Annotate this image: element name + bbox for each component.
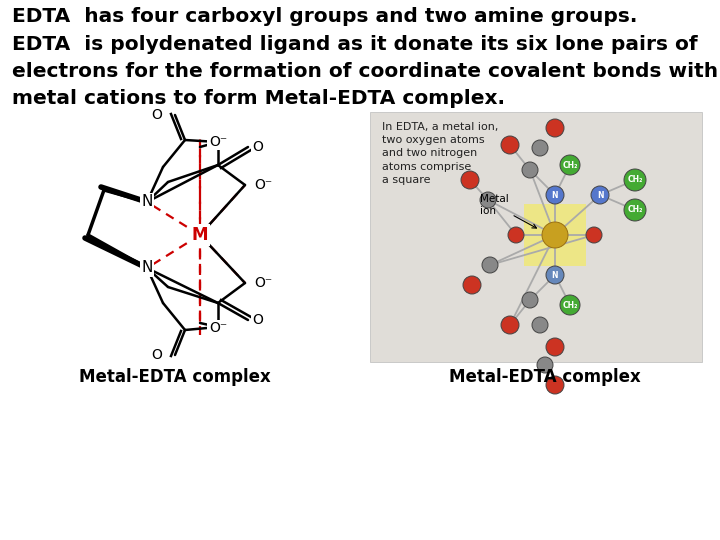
Text: CH₂: CH₂	[627, 206, 643, 214]
Circle shape	[546, 119, 564, 137]
Circle shape	[508, 227, 524, 243]
Text: O: O	[253, 140, 264, 154]
Text: O: O	[152, 348, 163, 362]
Text: CH₂: CH₂	[562, 300, 577, 309]
FancyBboxPatch shape	[370, 112, 702, 362]
Circle shape	[546, 186, 564, 204]
Text: Metal-EDTA complex: Metal-EDTA complex	[79, 368, 271, 386]
Circle shape	[586, 227, 602, 243]
Text: O⁻: O⁻	[254, 178, 272, 192]
Circle shape	[624, 169, 646, 191]
Circle shape	[532, 317, 548, 333]
Circle shape	[482, 257, 498, 273]
Circle shape	[532, 140, 548, 156]
Text: O⁻: O⁻	[254, 276, 272, 290]
Circle shape	[546, 266, 564, 284]
Text: CH₂: CH₂	[562, 160, 577, 170]
Circle shape	[546, 376, 564, 394]
Circle shape	[560, 155, 580, 175]
Circle shape	[591, 186, 609, 204]
Text: N: N	[141, 260, 153, 275]
Circle shape	[501, 136, 519, 154]
Circle shape	[463, 276, 481, 294]
Circle shape	[624, 199, 646, 221]
Circle shape	[542, 222, 568, 248]
Circle shape	[480, 192, 496, 208]
Circle shape	[522, 162, 538, 178]
Text: In EDTA, a metal ion,
two oxygen atoms
and two nitrogen
atoms comprise
a square: In EDTA, a metal ion, two oxygen atoms a…	[382, 122, 498, 185]
Text: electrons for the formation of coordinate covalent bonds with: electrons for the formation of coordinat…	[12, 62, 718, 81]
Text: O⁻: O⁻	[209, 135, 227, 149]
Text: O: O	[253, 313, 264, 327]
Text: EDTA  is polydenated ligand as it donate its six lone pairs of: EDTA is polydenated ligand as it donate …	[12, 35, 698, 54]
Circle shape	[560, 295, 580, 315]
Circle shape	[522, 292, 538, 308]
Text: O⁻: O⁻	[209, 321, 227, 335]
Circle shape	[501, 316, 519, 334]
Text: Metal-EDTA complex: Metal-EDTA complex	[449, 368, 641, 386]
Text: N: N	[552, 271, 558, 280]
Text: M: M	[192, 226, 208, 244]
Text: metal cations to form Metal-EDTA complex.: metal cations to form Metal-EDTA complex…	[12, 89, 505, 108]
Text: Metal
ion: Metal ion	[480, 194, 536, 228]
Circle shape	[461, 171, 479, 189]
FancyBboxPatch shape	[524, 204, 586, 266]
Circle shape	[546, 338, 564, 356]
Circle shape	[537, 357, 553, 373]
Text: N: N	[552, 191, 558, 199]
Text: O: O	[152, 108, 163, 122]
Text: EDTA  has four carboxyl groups and two amine groups.: EDTA has four carboxyl groups and two am…	[12, 7, 637, 26]
Text: N: N	[597, 191, 603, 199]
Text: N: N	[141, 194, 153, 210]
Text: CH₂: CH₂	[627, 176, 643, 185]
